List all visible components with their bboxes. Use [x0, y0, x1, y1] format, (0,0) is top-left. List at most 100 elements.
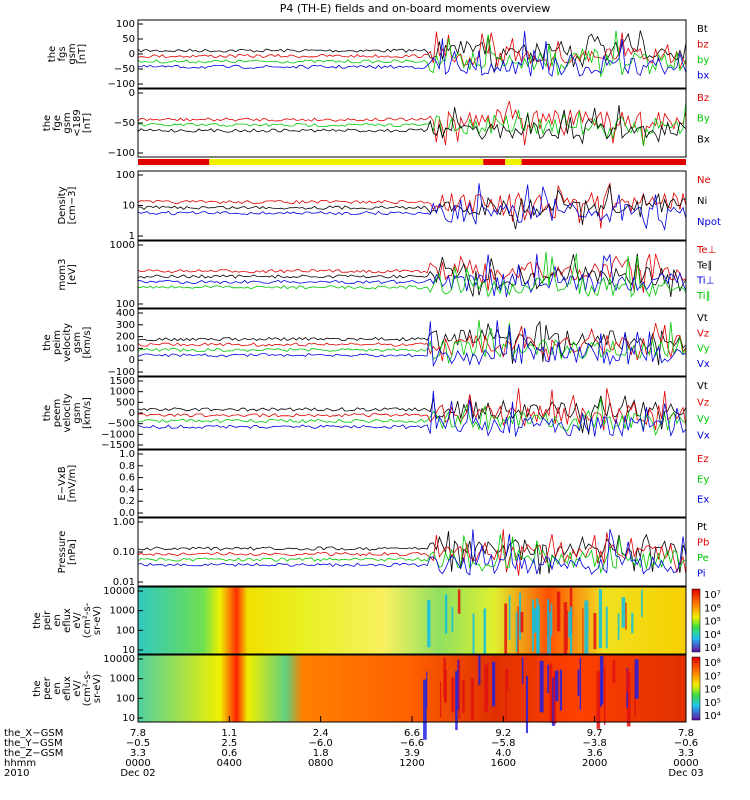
- spectrogram-streak: [470, 677, 474, 721]
- y-tick-label: 1500: [110, 376, 135, 387]
- legend-Npot: Npot: [697, 217, 721, 228]
- spectrogram-streak: [427, 600, 431, 648]
- spectrogram-streak: [579, 657, 582, 710]
- colorbar-label: 10³: [704, 643, 721, 654]
- spectrogram-streak: [487, 664, 489, 706]
- panel-density: 100 10 1 Density[cm−3] Ne Ni Npot: [57, 170, 721, 242]
- series-line-Bz: [137, 100, 687, 146]
- spectrogram-streak: [455, 671, 458, 731]
- legend-Vt: Vt: [697, 381, 708, 392]
- x-tick-label: −3.8: [583, 738, 607, 749]
- spectrogram-streak: [505, 668, 509, 691]
- series-line-Ti⊥: [137, 253, 687, 298]
- x-tick-label: −6.6: [400, 738, 424, 749]
- mode-segment: [483, 159, 506, 165]
- spectrogram-streak: [457, 589, 461, 614]
- y-axis-label: thepeirenefluxeV/(cm²-s-sr-eV): [32, 602, 103, 638]
- legend-Vx: Vx: [697, 359, 710, 370]
- spectrogram-streak: [472, 613, 475, 666]
- legend-Vt: Vt: [697, 313, 708, 324]
- colorbar-ion_spec: 10⁷ 10⁶ 10⁵ 10⁴ 10³: [691, 588, 721, 654]
- legend-Bz: Bz: [697, 93, 709, 104]
- spectrogram-streak: [640, 589, 643, 618]
- x-axis-row-label: the_Z−GSM: [4, 748, 63, 759]
- series-line-Vz: [137, 323, 687, 362]
- colorbar-label: 10⁸: [704, 658, 721, 669]
- legend-Bt: Bt: [697, 24, 708, 35]
- spectrogram-streak: [598, 589, 603, 649]
- spectrogram-streak: [570, 606, 573, 663]
- legend-by: by: [697, 55, 709, 66]
- x-tick-label: 4.0: [495, 748, 511, 759]
- series-line-Ni: [137, 184, 687, 230]
- spectrogram-streak: [492, 661, 496, 707]
- y-tick-label: 100: [116, 19, 135, 30]
- panel-bfge: 0 −50 −100 thefgegsm<189[nT] Bz By Bx: [42, 88, 710, 159]
- spectrogram-streak: [508, 595, 511, 640]
- series-line-Bt: [137, 30, 687, 74]
- legend-Ez: Ez: [697, 454, 709, 465]
- y-tick-label: −500: [108, 419, 135, 430]
- series-line-Ti∥: [137, 251, 687, 298]
- colorbar-label: 10⁶: [704, 603, 721, 614]
- x-axis-row-label: 2010: [4, 768, 29, 779]
- legend-Ti∥: Ti∥: [696, 291, 711, 302]
- spectrogram-streak: [484, 664, 488, 712]
- spectrogram-streak: [505, 671, 507, 723]
- colorbar-elec_spec: 10⁸ 10⁷ 10⁶ 10⁵ 10⁴: [691, 656, 721, 722]
- y-tick-label: 1.00: [113, 517, 135, 528]
- spectrogram-streak: [566, 610, 568, 650]
- x-tick-label: −0.6: [674, 738, 698, 749]
- y-axis-label: thepeimvelocitygsm[km/s]: [42, 323, 93, 362]
- mode-bar: [138, 159, 686, 165]
- spectrogram-streak: [625, 602, 627, 630]
- spectrogram-streak: [555, 670, 559, 702]
- y-tick-label: −100: [108, 79, 135, 90]
- y-tick-label: 0.2: [119, 496, 135, 507]
- spectrogram-streak: [444, 594, 448, 634]
- panel-frame: [137, 376, 687, 450]
- spectrogram-streak: [549, 663, 553, 723]
- legend-Ey: Ey: [697, 474, 709, 485]
- x-tick-label: 1.1: [221, 728, 237, 739]
- y-tick-label: 400: [116, 308, 135, 319]
- spectrogram-streak: [536, 604, 540, 654]
- spectrogram-streak: [478, 655, 481, 685]
- series-line-Vx: [137, 320, 687, 368]
- panel-elec_spec: 10⁸ 10⁷ 10⁶ 10⁵ 10⁴ 10000 1000 100 10 thepeerenef…: [32, 654, 721, 740]
- spectrogram-streak: [551, 677, 556, 726]
- x-tick-label: 0.6: [221, 748, 237, 759]
- series-line-Pb: [137, 529, 687, 576]
- y-axis-label: Pressure[nPa]: [57, 531, 78, 574]
- y-tick-label: 0.10: [113, 547, 135, 558]
- x-tick-label: 2.4: [313, 728, 329, 739]
- spectrogram-streak: [604, 665, 606, 725]
- x-tick-label: 0000: [125, 758, 150, 769]
- spectrogram-streak: [621, 597, 626, 628]
- legend-bz: bz: [697, 40, 709, 51]
- series-line-Vx: [137, 390, 687, 438]
- spectrogram-streak: [517, 606, 519, 660]
- spectrogram-image: [138, 587, 686, 654]
- spectrogram-streak: [612, 660, 616, 684]
- spectrogram-streak: [440, 681, 442, 718]
- x-tick-label: 0000: [673, 758, 698, 769]
- spectrogram-streak: [631, 612, 634, 634]
- x-tick-label: Dec 03: [668, 768, 703, 779]
- y-tick-label: −100: [108, 367, 135, 378]
- x-tick-label: −0.5: [126, 738, 150, 749]
- y-axis-label: Density[cm−3]: [57, 186, 78, 224]
- series-line-Vy: [137, 319, 687, 365]
- spectrogram-streak: [626, 671, 631, 727]
- series-line-bx: [137, 31, 687, 78]
- x-tick-label: 9.7: [587, 728, 603, 739]
- series-line-Pe: [137, 534, 687, 574]
- y-tick-label: −50: [114, 64, 135, 75]
- spectrogram-streak: [568, 611, 571, 638]
- y-tick-label: 0: [129, 408, 135, 419]
- y-tick-label: 1: [129, 231, 135, 242]
- y-axis-label: thefgegsm<189[nT]: [42, 109, 93, 136]
- y-tick-label: 0.01: [113, 577, 135, 588]
